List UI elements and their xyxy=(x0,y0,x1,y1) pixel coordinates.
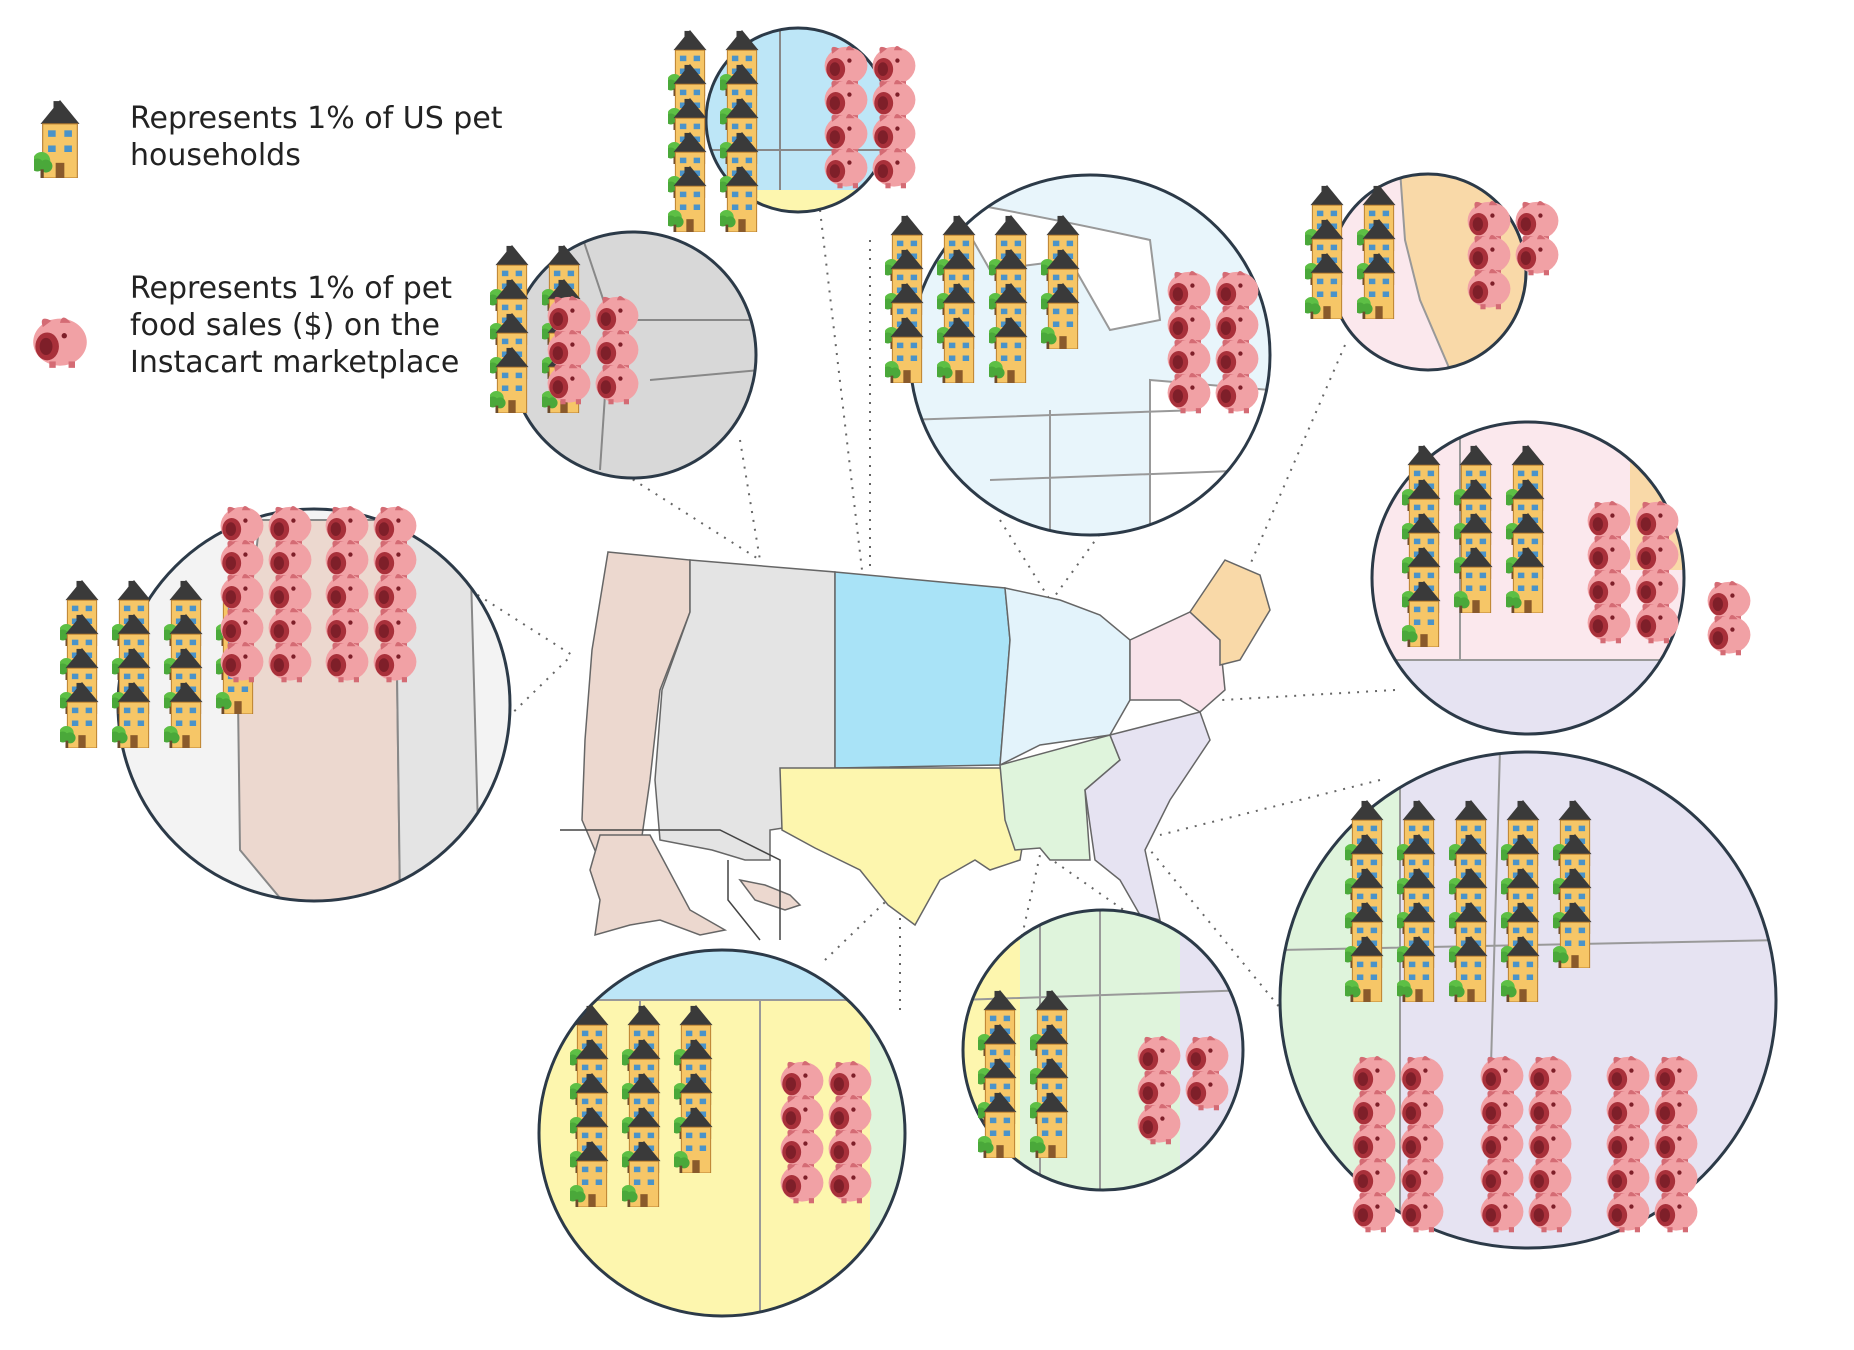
midwest-region xyxy=(999,587,1131,767)
legend-sales: Represents 1% of pet food sales ($) on t… xyxy=(30,270,470,440)
plains-region xyxy=(834,571,1011,769)
piggy-bank-icon xyxy=(1707,615,1751,656)
new-england-region xyxy=(1189,559,1271,666)
legend-sales-text: Represents 1% of pet food sales ($) on t… xyxy=(130,271,460,380)
legend: Represents 1% of US pet households Repre… xyxy=(30,100,503,440)
piggy-bank-icon xyxy=(1515,201,1559,242)
piggy-bank-icon xyxy=(30,310,90,370)
legend-households: Represents 1% of US pet households xyxy=(30,100,503,270)
piggy-bank-icon xyxy=(1707,581,1751,622)
legend-households-text: Represents 1% of US pet households xyxy=(130,101,503,173)
us-map xyxy=(560,551,1271,941)
hawaii xyxy=(738,878,802,911)
alaska xyxy=(589,834,728,937)
region-circle-pacific xyxy=(116,507,512,903)
southwest-region xyxy=(779,767,1026,927)
house-icon xyxy=(30,100,90,178)
